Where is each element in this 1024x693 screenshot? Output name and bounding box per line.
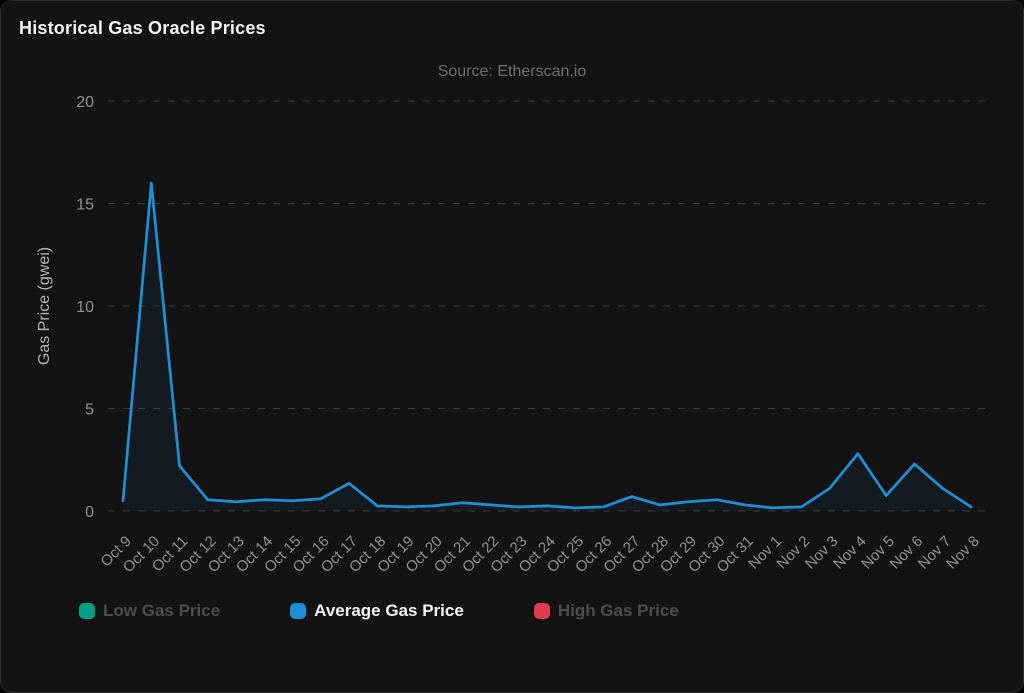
y-tick-label: 10 [76,299,94,316]
legend: Low Gas Price Average Gas Price High Gas P… [79,601,679,621]
average-gas-price-line [121,181,973,510]
y-tick-label: 5 [85,402,94,419]
y-tick-label: 20 [76,94,94,111]
x-tick-label: Nov 8 [943,533,983,573]
legend-label: High Gas Price [557,601,679,620]
chart-title: Historical Gas Oracle Prices [19,18,266,38]
legend-swatch-icon [290,603,307,619]
legend-swatch-icon [79,603,95,619]
legend-swatch-icon [533,603,550,619]
y-axis-title: Gas Price (gwei) [36,247,53,365]
legend-item-low-gas-price[interactable]: Low Gas Price [79,601,220,621]
legend-item-high-gas-price[interactable]: High Gas Price [533,601,679,621]
legend-label: Low Gas Price [103,601,221,620]
y-tick-label: 0 [85,504,94,521]
average-gas-price-area [123,183,971,511]
y-tick-label: 15 [76,197,94,214]
chart-subtitle: Source: Etherscan.io [437,63,587,80]
legend-item-average-gas-price[interactable]: Average Gas Price [290,601,464,621]
legend-label: Average Gas Price [314,601,464,620]
